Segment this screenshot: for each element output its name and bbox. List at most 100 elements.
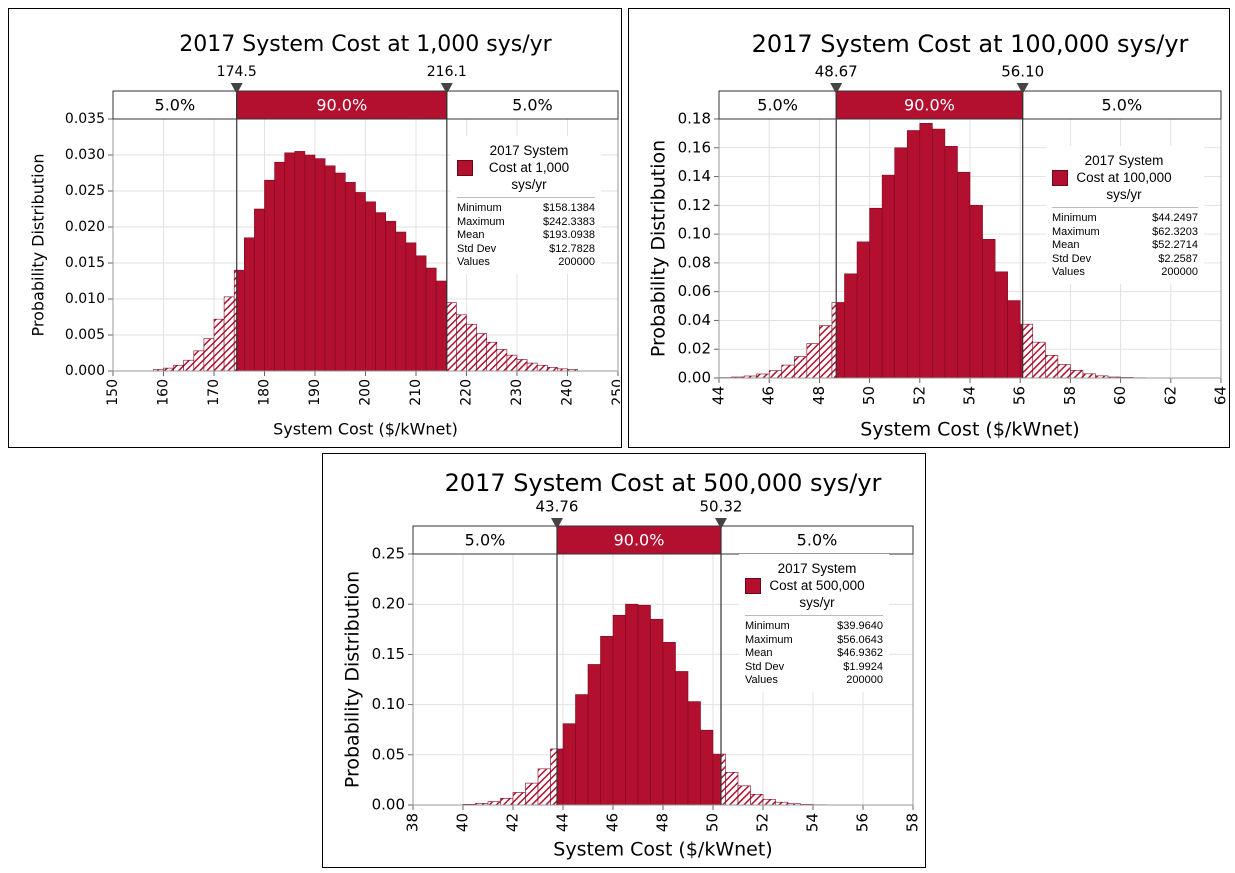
y-axis-label: Probability Distribution bbox=[342, 571, 364, 788]
bar bbox=[587, 664, 601, 806]
bar bbox=[869, 207, 883, 379]
x-axis-label: System Cost ($/kWnet) bbox=[860, 419, 1079, 441]
band-label: 5.0% bbox=[757, 96, 798, 115]
y-tick-label: 0.16 bbox=[678, 138, 711, 156]
stat-row: Maximum $56.0643 bbox=[745, 634, 883, 648]
y-tick-label: 0.10 bbox=[372, 695, 405, 713]
y-tick-label: 0.18 bbox=[678, 110, 711, 128]
x-tick-label: 56 bbox=[1011, 386, 1029, 405]
stat-value: $39.9640 bbox=[837, 620, 883, 632]
y-tick-label: 0.20 bbox=[372, 595, 405, 613]
stat-row: Values 200000 bbox=[1052, 266, 1198, 280]
bar bbox=[506, 354, 518, 372]
bar bbox=[304, 154, 316, 372]
y-tick-label: 0.08 bbox=[678, 253, 711, 271]
bar bbox=[794, 356, 808, 379]
band-middle bbox=[835, 90, 1024, 120]
x-tick-label: 230 bbox=[509, 379, 525, 406]
stat-value: $158.1384 bbox=[543, 202, 595, 214]
bar bbox=[1057, 364, 1071, 379]
chart-panel: 2017 System Cost at 500,000 sys/yr 0.00 0.… bbox=[322, 453, 926, 868]
bar bbox=[650, 618, 664, 806]
chart-panel: 2017 System Cost at 1,000 sys/yr 0.000 0.0… bbox=[8, 8, 622, 448]
bar bbox=[244, 237, 255, 372]
bar bbox=[957, 171, 971, 379]
legend: 2017 System Cost at 1,000 sys/yr Minimum $… bbox=[451, 136, 601, 274]
band-left bbox=[412, 525, 558, 555]
stat-value: $44.2497 bbox=[1152, 212, 1198, 224]
bar bbox=[203, 338, 215, 372]
y-tick-label: 0.005 bbox=[65, 327, 105, 343]
bar bbox=[894, 147, 908, 379]
stat-row: Minimum $39.9640 bbox=[745, 620, 883, 634]
x-tick-label: 46 bbox=[604, 813, 622, 832]
y-axis-label: Probability Distribution bbox=[648, 140, 670, 357]
delimiter-label: 216.1 bbox=[427, 64, 467, 80]
bar bbox=[1022, 323, 1034, 379]
bar bbox=[324, 165, 336, 372]
band-label: 5.0% bbox=[1102, 96, 1143, 115]
bar bbox=[919, 123, 933, 379]
bar bbox=[687, 701, 701, 806]
delimiter-label: 56.10 bbox=[1001, 63, 1044, 81]
bar bbox=[750, 793, 764, 806]
bar bbox=[856, 241, 870, 379]
x-axis-label: System Cost ($/kWnet) bbox=[273, 420, 458, 439]
band-label: 90.0% bbox=[614, 531, 665, 550]
x-tick-label: 50 bbox=[860, 386, 878, 405]
bar bbox=[831, 302, 837, 379]
bar bbox=[264, 179, 275, 372]
stat-row: Maximum $242.3383 bbox=[457, 216, 595, 230]
bar bbox=[435, 280, 447, 372]
stat-value: $1.9924 bbox=[843, 660, 883, 673]
legend: 2017 System Cost at 500,000 sys/yr Minimu… bbox=[739, 554, 889, 692]
stat-value: 200000 bbox=[558, 256, 595, 268]
bar bbox=[781, 364, 795, 379]
bar bbox=[284, 152, 296, 372]
bar bbox=[844, 273, 858, 379]
bar bbox=[405, 242, 417, 372]
stat-label: Minimum bbox=[457, 202, 502, 214]
bar bbox=[334, 172, 346, 372]
y-tick-label: 0.010 bbox=[65, 291, 105, 307]
delimiter-marker bbox=[715, 518, 727, 529]
x-tick-label: 54 bbox=[961, 386, 979, 405]
y-tick-label: 0.25 bbox=[372, 545, 405, 563]
delimiter-label: 50.32 bbox=[700, 498, 743, 516]
bar bbox=[550, 748, 558, 806]
bar bbox=[193, 350, 205, 372]
stat-label: Minimum bbox=[745, 620, 790, 632]
stat-label: Maximum bbox=[1052, 225, 1100, 238]
bar bbox=[512, 792, 526, 806]
x-tick-label: 50 bbox=[704, 813, 722, 832]
legend-swatch bbox=[1052, 169, 1068, 186]
bar bbox=[675, 671, 689, 806]
x-tick-label: 180 bbox=[257, 379, 273, 406]
x-tick-label: 52 bbox=[910, 386, 928, 405]
bar bbox=[562, 723, 576, 806]
band-right bbox=[720, 525, 914, 555]
stat-label: Values bbox=[745, 674, 778, 686]
x-tick-label: 62 bbox=[1161, 386, 1179, 405]
y-tick-label: 0.035 bbox=[65, 111, 105, 127]
y-tick-label: 0.00 bbox=[372, 796, 405, 814]
band-label: 5.0% bbox=[797, 531, 838, 550]
bar bbox=[274, 161, 286, 372]
bar bbox=[720, 753, 726, 806]
bar bbox=[466, 323, 477, 372]
y-tick-label: 0.10 bbox=[678, 225, 711, 243]
bar bbox=[375, 212, 387, 372]
bar bbox=[906, 130, 921, 379]
delimiter-label: 48.67 bbox=[815, 63, 858, 81]
delimiter-label: 174.5 bbox=[217, 64, 257, 80]
bar bbox=[314, 158, 326, 372]
x-tick-label: 170 bbox=[206, 379, 222, 406]
bar bbox=[637, 604, 651, 806]
bar bbox=[236, 269, 245, 372]
bar bbox=[556, 748, 564, 806]
stat-label: Minimum bbox=[1052, 212, 1097, 224]
band-label: 5.0% bbox=[155, 96, 196, 115]
delimiter-marker bbox=[1016, 83, 1029, 94]
bar bbox=[446, 302, 457, 372]
x-tick-label: 250 bbox=[610, 379, 620, 406]
